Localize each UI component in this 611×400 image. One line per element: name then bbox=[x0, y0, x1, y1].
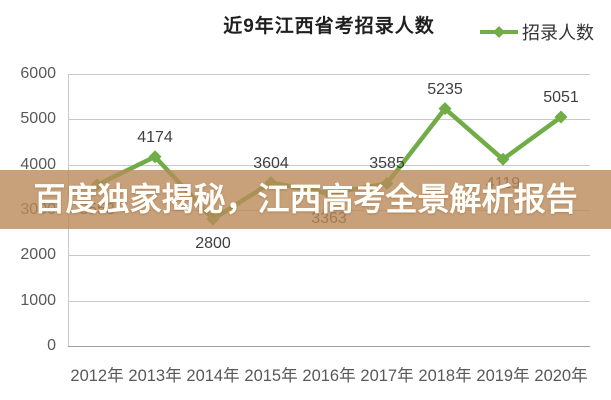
x-tick-label-2015: 2015年 bbox=[244, 367, 298, 385]
overlay-banner: 百度独家揭秘，江西高考全景解析报告 bbox=[0, 170, 611, 229]
data-label-2017年: 3585 bbox=[369, 155, 405, 173]
data-point-2020年 bbox=[554, 110, 568, 124]
y-tick-label-5000: 5000 bbox=[20, 110, 56, 128]
x-tick-label-2013: 2013年 bbox=[128, 367, 182, 385]
legend-line-marker-icon bbox=[480, 26, 518, 38]
x-tick-label-2012: 2012年 bbox=[70, 367, 124, 385]
data-point-2019年 bbox=[496, 152, 510, 166]
y-tick-label-0: 0 bbox=[47, 337, 56, 354]
chart-title: 近9年江西省考招录人数 bbox=[223, 16, 435, 37]
data-label-2014年: 2800 bbox=[195, 235, 231, 253]
x-tick-label-2019: 2019年 bbox=[476, 367, 530, 385]
legend: 招录人数 bbox=[478, 19, 594, 45]
y-tick-label-6000: 6000 bbox=[20, 65, 56, 82]
x-tick-label-2017: 2017年 bbox=[360, 367, 414, 385]
data-point-2013年 bbox=[148, 150, 162, 164]
data-label-2013年: 4174 bbox=[137, 128, 173, 146]
data-label-2018年: 5235 bbox=[427, 80, 463, 98]
x-tick-label-2018: 2018年 bbox=[418, 367, 472, 385]
y-tick-label-4000: 4000 bbox=[20, 155, 56, 173]
legend-label: 招录人数 bbox=[522, 23, 594, 43]
data-label-2015年: 3604 bbox=[253, 154, 289, 172]
x-tick-label-2020: 2020年 bbox=[534, 367, 588, 385]
y-tick-label-1000: 1000 bbox=[20, 291, 56, 309]
overlay-banner-text: 百度独家揭秘，江西高考全景解析报告 bbox=[33, 181, 578, 217]
data-point-2018年 bbox=[438, 102, 452, 116]
data-label-2020年: 5051 bbox=[543, 89, 579, 107]
y-tick-label-2000: 2000 bbox=[20, 246, 56, 264]
x-tick-label-2014: 2014年 bbox=[186, 367, 240, 385]
x-tick-label-2016: 2016年 bbox=[302, 367, 356, 385]
